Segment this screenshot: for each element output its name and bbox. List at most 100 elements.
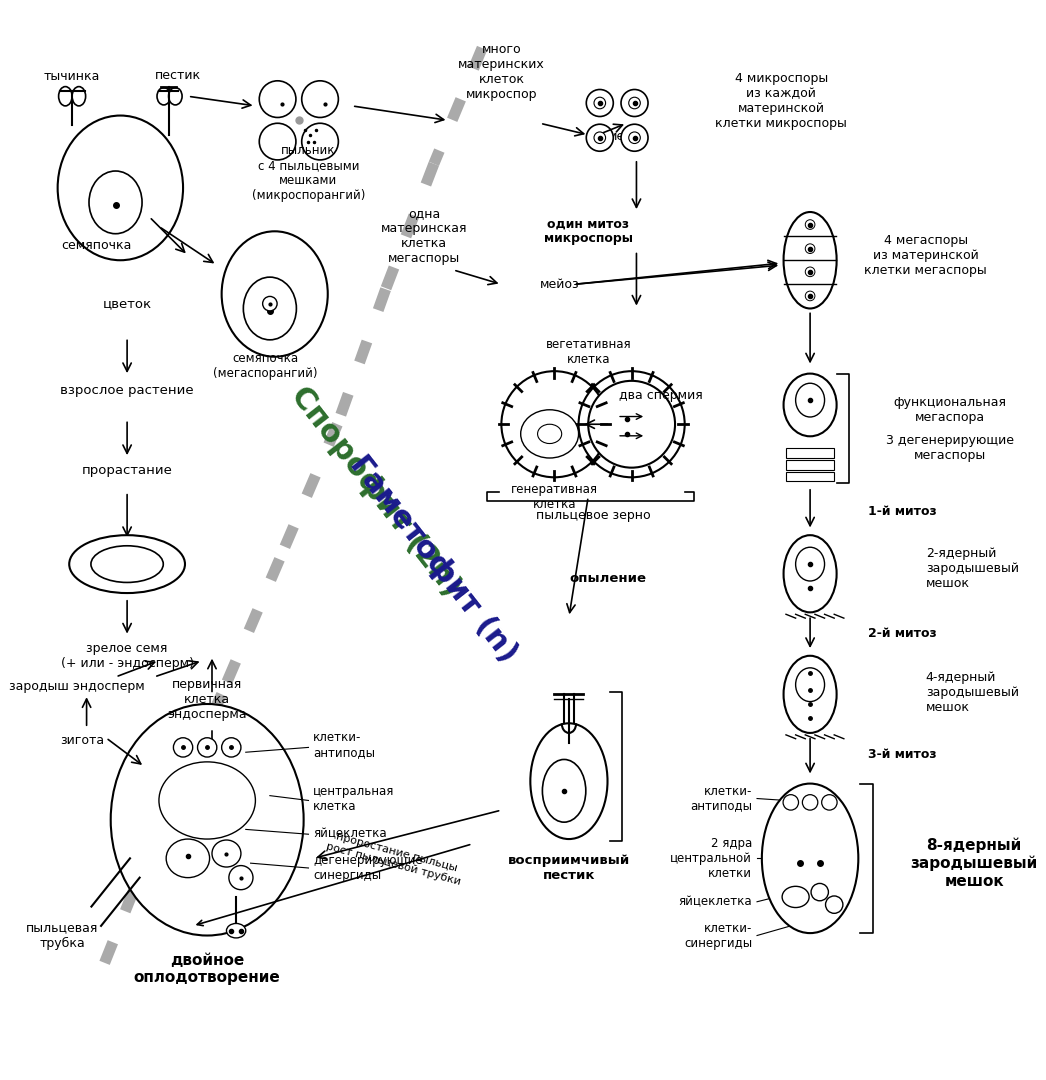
Text: 3 дегенерирующие
мегаспоры: 3 дегенерирующие мегаспоры <box>886 434 1014 462</box>
Ellipse shape <box>89 171 142 233</box>
Ellipse shape <box>59 86 72 106</box>
Text: пыльник
с 4 пыльцевыми
мешками
(микроспорангий): пыльник с 4 пыльцевыми мешками (микроспо… <box>252 145 365 202</box>
Ellipse shape <box>530 724 608 839</box>
Text: семяпочка
(мегаспорангий): семяпочка (мегаспорангий) <box>212 352 317 380</box>
Ellipse shape <box>301 81 338 118</box>
Ellipse shape <box>783 795 798 810</box>
Ellipse shape <box>538 424 562 444</box>
Ellipse shape <box>825 896 843 914</box>
Text: 4 мегаспоры
из материнской
клетки мегаспоры: 4 мегаспоры из материнской клетки мегасп… <box>864 234 987 276</box>
Ellipse shape <box>521 409 578 458</box>
Ellipse shape <box>72 86 86 106</box>
Text: 1-й митоз: 1-й митоз <box>868 504 936 517</box>
Text: дегенерирующие
синергиды: дегенерирующие синергиды <box>314 854 423 882</box>
Ellipse shape <box>222 231 327 356</box>
Text: 8-ядерный
зародышевый
мешок: 8-ядерный зародышевый мешок <box>910 838 1038 889</box>
Ellipse shape <box>159 761 255 839</box>
Text: Спорофит (2n): Спорофит (2n) <box>286 381 467 603</box>
Text: генеративная
клетка: генеративная клетка <box>510 483 598 511</box>
Text: одна
материнская
клетка
мегаспоры: одна материнская клетка мегаспоры <box>381 207 468 265</box>
Ellipse shape <box>594 132 606 144</box>
Ellipse shape <box>796 383 824 417</box>
Ellipse shape <box>198 738 217 757</box>
Text: тычинка: тычинка <box>44 70 100 83</box>
Text: 2-ядерный
зародышевый
мешок: 2-ядерный зародышевый мешок <box>926 548 1019 591</box>
Ellipse shape <box>111 704 303 935</box>
Text: зигота: зигота <box>60 734 104 747</box>
Text: клетки-
антиподы: клетки- антиподы <box>314 731 376 759</box>
Text: семяпочка: семяпочка <box>61 240 132 253</box>
Ellipse shape <box>168 87 182 105</box>
Text: зрелое семя
(+ или - эндосперм): зрелое семя (+ или - эндосперм) <box>61 642 194 670</box>
Ellipse shape <box>783 212 837 309</box>
Ellipse shape <box>259 81 296 118</box>
Text: один митоз
микроспоры: один митоз микроспоры <box>544 217 633 245</box>
Ellipse shape <box>805 244 815 254</box>
Ellipse shape <box>783 374 837 436</box>
Ellipse shape <box>783 656 837 733</box>
Ellipse shape <box>157 87 170 105</box>
Ellipse shape <box>629 97 640 109</box>
Ellipse shape <box>244 278 296 340</box>
Ellipse shape <box>263 296 277 311</box>
Bar <box>786 472 835 482</box>
Text: пыльцевая
трубка: пыльцевая трубка <box>26 921 98 949</box>
Ellipse shape <box>212 840 241 867</box>
Ellipse shape <box>227 923 246 937</box>
Text: клетки-
антиподы: клетки- антиподы <box>690 784 752 812</box>
Ellipse shape <box>802 795 818 810</box>
Ellipse shape <box>811 883 828 901</box>
Ellipse shape <box>174 738 192 757</box>
Text: яйцеклетка: яйцеклетка <box>679 895 752 908</box>
Ellipse shape <box>588 381 675 468</box>
Ellipse shape <box>783 536 837 612</box>
Text: 4 микроспоры
из каждой
материнской
клетки микроспоры: 4 микроспоры из каждой материнской клетк… <box>715 72 847 130</box>
Text: функциональная
мегаспора: функциональная мегаспора <box>893 395 1006 423</box>
Text: проростание пыльцы
рост пыльцевой трубки: проростание пыльцы рост пыльцевой трубки <box>325 829 465 887</box>
Text: двойное
оплодотворение: двойное оплодотворение <box>134 953 280 985</box>
Text: опыление: опыление <box>569 572 646 585</box>
Ellipse shape <box>587 90 613 117</box>
Ellipse shape <box>761 784 859 933</box>
Ellipse shape <box>58 116 183 260</box>
Ellipse shape <box>805 292 815 300</box>
Text: 3-й митоз: 3-й митоз <box>868 747 936 760</box>
Text: мейоз: мейоз <box>540 278 579 291</box>
Ellipse shape <box>166 839 209 878</box>
Text: восприимчивый
пестик: восприимчивый пестик <box>507 854 630 882</box>
Text: первичная
клетка
эндосперма: первичная клетка эндосперма <box>167 677 247 720</box>
Text: цветок: цветок <box>103 297 152 310</box>
Ellipse shape <box>594 97 606 109</box>
Text: яйцеклетка: яйцеклетка <box>314 827 387 840</box>
Ellipse shape <box>805 219 815 229</box>
Ellipse shape <box>621 90 649 117</box>
Ellipse shape <box>301 123 338 160</box>
Text: 4-ядерный
зародышевый
мешок: 4-ядерный зародышевый мешок <box>926 671 1019 714</box>
Text: центральная
клетка: центральная клетка <box>314 784 394 812</box>
Ellipse shape <box>229 865 253 890</box>
Bar <box>786 448 835 458</box>
Ellipse shape <box>222 738 241 757</box>
Ellipse shape <box>629 132 640 144</box>
Ellipse shape <box>805 267 815 276</box>
Ellipse shape <box>782 887 810 907</box>
Text: 2 ядра
центральной
клетки: 2 ядра центральной клетки <box>670 837 752 880</box>
Ellipse shape <box>587 124 613 151</box>
Text: зародыш эндосперм: зародыш эндосперм <box>9 680 144 693</box>
Ellipse shape <box>543 759 586 822</box>
Text: зародыш: зародыш <box>97 557 157 570</box>
Ellipse shape <box>69 536 185 593</box>
Text: клетки-
синергиды: клетки- синергиды <box>684 921 752 949</box>
Text: два спермия: два спермия <box>618 389 703 402</box>
Ellipse shape <box>259 123 296 160</box>
Text: прорастание: прорастание <box>82 464 173 477</box>
Text: 2-й митоз: 2-й митоз <box>868 627 936 640</box>
Text: Гаметофит (n): Гаметофит (n) <box>344 450 523 669</box>
Text: взрослое растение: взрослое растение <box>61 384 194 397</box>
Ellipse shape <box>796 548 824 581</box>
Ellipse shape <box>621 124 649 151</box>
Text: пыльцевое зерно: пыльцевое зерно <box>536 510 651 523</box>
Text: пестик: пестик <box>155 68 201 81</box>
Bar <box>786 460 835 470</box>
Ellipse shape <box>91 545 163 582</box>
